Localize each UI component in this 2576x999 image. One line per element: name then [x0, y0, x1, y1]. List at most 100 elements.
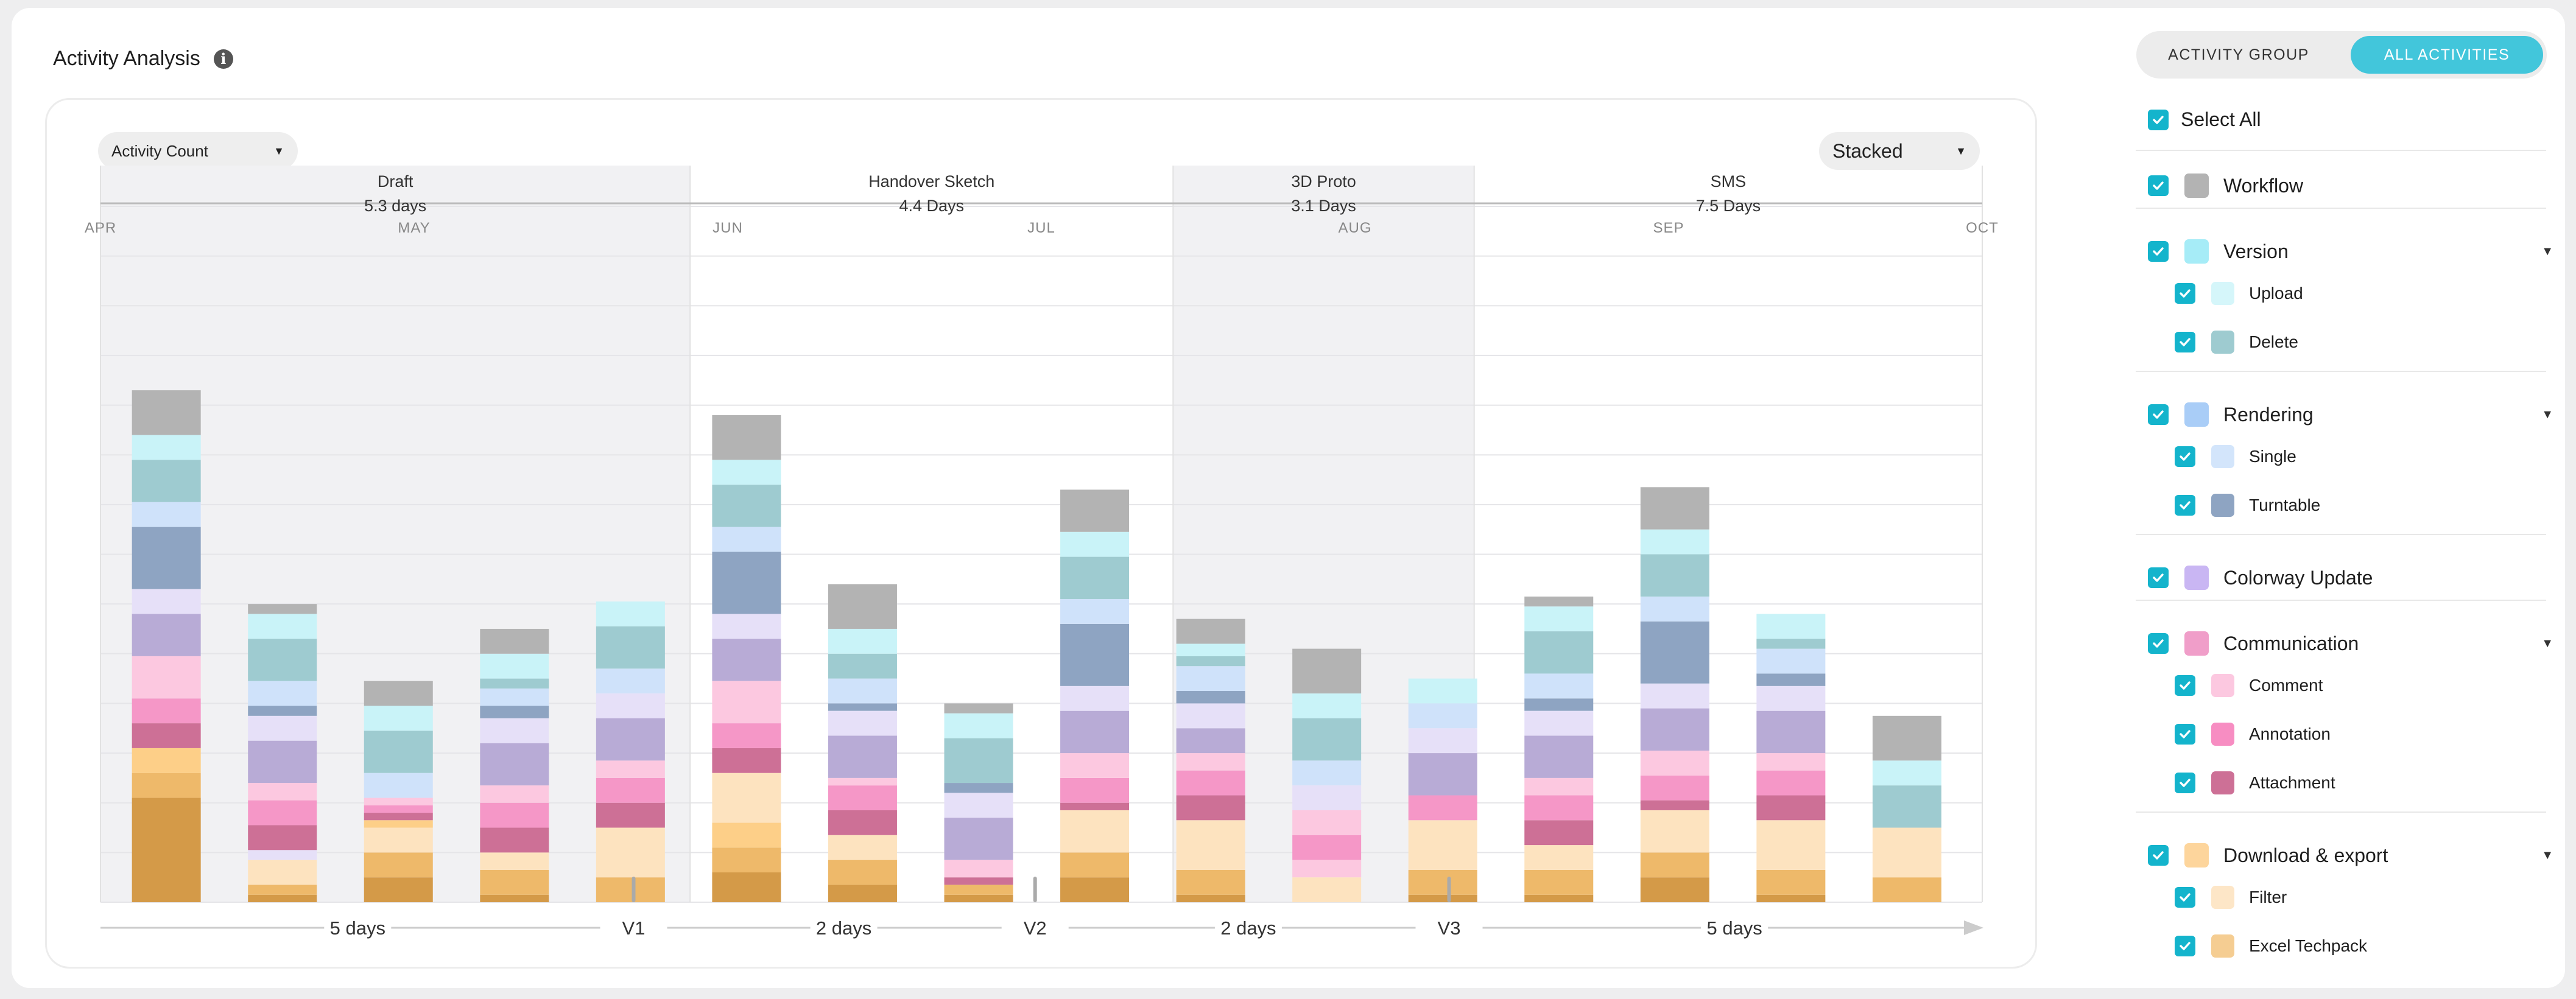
bar-segment-workflow[interactable]	[132, 390, 201, 435]
bar-segment-annotation[interactable]	[1756, 770, 1826, 796]
bar-segment-turntable[interactable]	[1524, 698, 1594, 711]
bar-segment-upload[interactable]	[944, 713, 1013, 738]
bar-segment-colorway[interactable]	[1408, 753, 1477, 796]
bar-segment-delete[interactable]	[132, 460, 201, 502]
bar-segment-colorway_light[interactable]	[1524, 710, 1594, 736]
mode-select[interactable]: Stacked ▼	[1819, 132, 1980, 170]
bar-segment-turntable[interactable]	[944, 783, 1013, 793]
bar-segment-comment[interactable]	[1524, 777, 1594, 796]
bar-segment-filter[interactable]	[480, 852, 549, 870]
bar-segment-annotation[interactable]	[596, 777, 665, 803]
bar-segment-colorway[interactable]	[1060, 710, 1130, 754]
bar-segment-attachment[interactable]	[828, 810, 897, 835]
activity-group-tab[interactable]: ACTIVITY GROUP	[2168, 46, 2309, 63]
bar-segment-single[interactable]	[1408, 703, 1477, 729]
bar-segment-filter[interactable]	[1060, 810, 1130, 853]
group-row-download-export[interactable]: Download & export ▼	[2148, 843, 2552, 868]
bar-segment-comment[interactable]	[712, 681, 781, 724]
bar-segment-delete[interactable]	[248, 639, 317, 681]
bar-segment-colorway[interactable]	[712, 639, 781, 681]
item-row-attachment[interactable]: Attachment	[2175, 771, 2552, 794]
checkbox[interactable]	[2175, 936, 2195, 956]
bar-segment-upload[interactable]	[364, 706, 433, 731]
bar-segment-delete[interactable]	[596, 626, 665, 669]
bar-segment-annotation[interactable]	[248, 800, 317, 825]
bar-segment-annotation[interactable]	[1060, 777, 1130, 803]
bar-segment-colorway[interactable]	[1176, 728, 1245, 754]
bar-segment-excel[interactable]	[480, 869, 549, 895]
bar-segment-comment[interactable]	[944, 860, 1013, 878]
bar-segment-workflow[interactable]	[712, 415, 781, 460]
bar-segment-filter[interactable]	[364, 827, 433, 853]
checkbox[interactable]	[2175, 887, 2195, 908]
bar-segment-comment[interactable]	[828, 777, 897, 786]
bar-segment-workflow[interactable]	[248, 604, 317, 614]
group-row-rendering[interactable]: Rendering ▼	[2148, 402, 2552, 427]
bar-segment-delete[interactable]	[1176, 656, 1245, 667]
bar-segment-colorway[interactable]	[596, 718, 665, 761]
checkbox[interactable]	[2148, 241, 2169, 262]
checkbox[interactable]	[2148, 404, 2169, 425]
bar-segment-colorway_light[interactable]	[1756, 685, 1826, 711]
bar-segment-excel[interactable]	[248, 885, 317, 895]
bar-segment-export_dark[interactable]	[1060, 877, 1130, 902]
bar-segment-excel[interactable]	[1176, 869, 1245, 895]
bar-segment-turntable[interactable]	[480, 706, 549, 718]
checkbox[interactable]	[2175, 724, 2195, 745]
bar-segment-export_yellow[interactable]	[364, 820, 433, 828]
bar-segment-colorway_light[interactable]	[1176, 703, 1245, 729]
bar-segment-upload[interactable]	[1060, 531, 1130, 557]
bar-segment-colorway[interactable]	[480, 743, 549, 786]
bar-segment-attachment[interactable]	[712, 748, 781, 773]
metric-select[interactable]: Activity Count ▼	[98, 132, 298, 170]
group-row-version[interactable]: Version ▼	[2148, 239, 2552, 264]
bar-segment-colorway[interactable]	[1524, 735, 1594, 778]
bar-segment-filter[interactable]	[596, 827, 665, 878]
chevron-down-icon[interactable]: ▼	[2541, 244, 2552, 258]
bar-segment-upload[interactable]	[1640, 529, 1709, 555]
bar-segment-workflow[interactable]	[480, 628, 549, 654]
bar-segment-filter[interactable]	[712, 773, 781, 823]
version-marker[interactable]	[1033, 877, 1037, 902]
checkbox[interactable]	[2175, 495, 2195, 516]
bar-segment-delete[interactable]	[1292, 718, 1362, 761]
bar-segment-filter[interactable]	[828, 835, 897, 860]
bar-segment-annotation[interactable]	[712, 723, 781, 748]
bar-segment-single[interactable]	[712, 527, 781, 552]
bar-segment-comment[interactable]	[596, 760, 665, 778]
bar-segment-single[interactable]	[1060, 598, 1130, 624]
bar-segment-upload[interactable]	[480, 653, 549, 679]
bar-segment-export_dark[interactable]	[944, 894, 1013, 902]
item-row-upload[interactable]: Upload	[2175, 282, 2552, 305]
chevron-down-icon[interactable]: ▼	[2541, 407, 2552, 421]
item-row-delete[interactable]: Delete	[2175, 331, 2552, 354]
bar-segment-turntable[interactable]	[1640, 621, 1709, 684]
bar-segment-upload[interactable]	[828, 628, 897, 654]
item-row-comment[interactable]: Comment	[2175, 674, 2552, 697]
all-activities-tab[interactable]: ALL ACTIVITIES	[2351, 36, 2543, 74]
bar-segment-workflow[interactable]	[1176, 619, 1245, 644]
bar-segment-turntable[interactable]	[712, 552, 781, 614]
bar-segment-single[interactable]	[1176, 666, 1245, 692]
bar-segment-turntable[interactable]	[1060, 623, 1130, 686]
bar-segment-comment[interactable]	[1640, 750, 1709, 776]
bar-segment-single[interactable]	[1640, 596, 1709, 622]
bar-segment-colorway[interactable]	[248, 740, 317, 783]
bar-segment-excel[interactable]	[132, 773, 201, 798]
bar-segment-single[interactable]	[1756, 648, 1826, 674]
bar-segment-annotation[interactable]	[1524, 795, 1594, 821]
bar-segment-comment[interactable]	[1176, 753, 1245, 771]
bar-segment-colorway[interactable]	[944, 818, 1013, 860]
bar-segment-export_dark[interactable]	[712, 872, 781, 902]
checkbox[interactable]	[2148, 633, 2169, 654]
bar-segment-workflow[interactable]	[1872, 715, 1941, 761]
bar-segment-delete[interactable]	[1524, 631, 1594, 674]
checkbox[interactable]	[2175, 773, 2195, 793]
bar-segment-colorway_light[interactable]	[828, 710, 897, 736]
bar-segment-annotation[interactable]	[1408, 795, 1477, 821]
bar-segment-export_dark[interactable]	[480, 894, 549, 902]
bar-segment-workflow[interactable]	[944, 703, 1013, 713]
bar-segment-excel[interactable]	[1408, 869, 1477, 895]
bar-segment-export_yellow[interactable]	[712, 822, 781, 848]
bar-segment-excel[interactable]	[1524, 869, 1594, 895]
